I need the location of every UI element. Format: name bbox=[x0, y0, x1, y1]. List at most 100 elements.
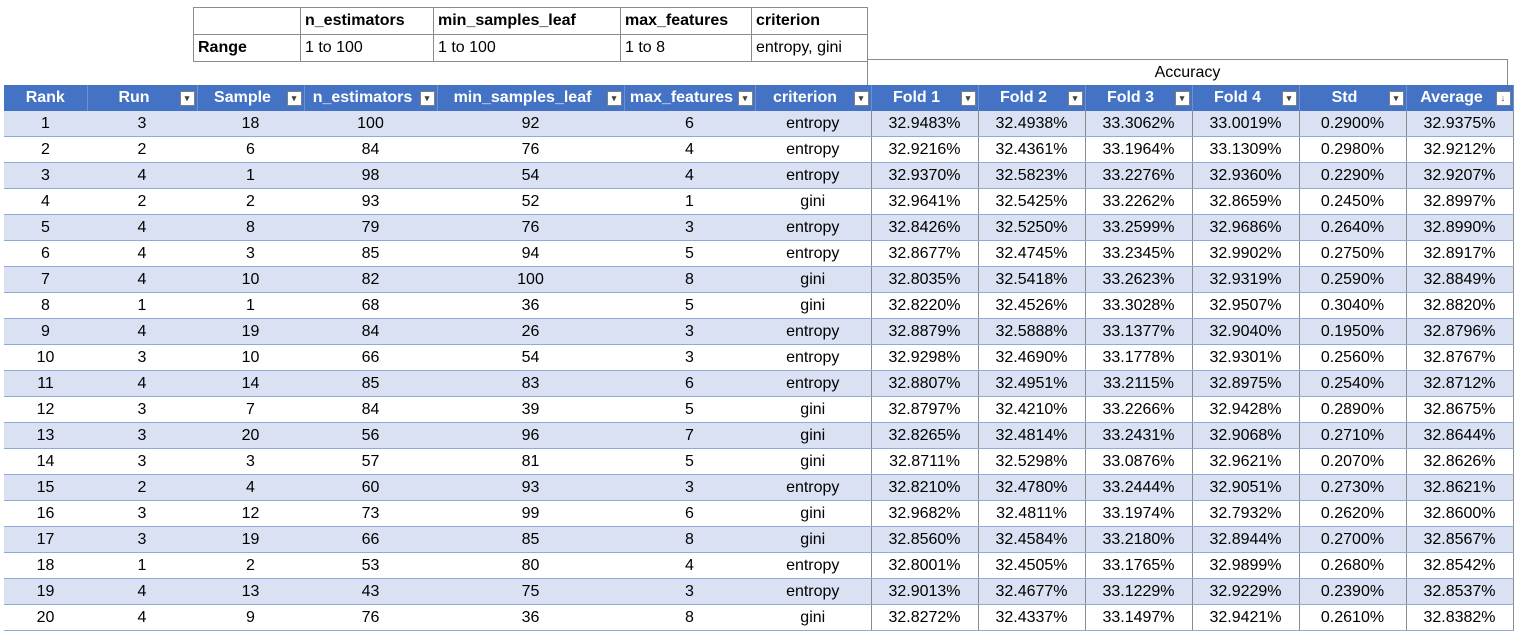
cell-average[interactable]: 32.8626% bbox=[1405, 448, 1514, 475]
column-header-n-estimators[interactable]: n_estimators ▾ bbox=[304, 85, 438, 111]
filter-dropdown-icon[interactable]: ▾ bbox=[960, 91, 976, 106]
cell-sample[interactable]: 10 bbox=[197, 344, 304, 371]
cell-fold-3[interactable]: 33.1974% bbox=[1084, 500, 1192, 527]
cell-sample[interactable]: 8 bbox=[197, 214, 304, 241]
cell-sample[interactable]: 14 bbox=[197, 370, 304, 397]
cell-fold-3[interactable]: 33.1964% bbox=[1084, 136, 1192, 163]
cell-n-estimators[interactable]: 76 bbox=[304, 604, 437, 631]
cell-min-samples-leaf[interactable]: 36 bbox=[437, 604, 624, 631]
cell-n-estimators[interactable]: 85 bbox=[304, 240, 437, 267]
cell-average[interactable]: 32.8712% bbox=[1405, 370, 1514, 397]
cell-fold-2[interactable]: 32.4210% bbox=[977, 396, 1085, 423]
cell-criterion[interactable]: gini bbox=[755, 292, 871, 319]
cell-average[interactable]: 32.8537% bbox=[1405, 578, 1514, 605]
cell-run[interactable]: 2 bbox=[87, 136, 197, 163]
cell-criterion[interactable]: gini bbox=[755, 604, 871, 631]
cell-n-estimators[interactable]: 98 bbox=[304, 162, 437, 189]
cell-std[interactable]: 0.2390% bbox=[1298, 578, 1406, 605]
cell-max-features[interactable]: 3 bbox=[624, 474, 755, 501]
cell-criterion[interactable]: entropy bbox=[755, 370, 871, 397]
cell-max-features[interactable]: 5 bbox=[624, 396, 755, 423]
cell-fold-2[interactable]: 32.5418% bbox=[977, 266, 1085, 293]
cell-average[interactable]: 32.8796% bbox=[1405, 318, 1514, 345]
cell-max-features[interactable]: 3 bbox=[624, 214, 755, 241]
cell-average[interactable]: 32.9207% bbox=[1405, 162, 1514, 189]
cell-rank[interactable]: 14 bbox=[4, 448, 87, 475]
cell-rank[interactable]: 3 bbox=[4, 162, 87, 189]
cell-min-samples-leaf[interactable]: 85 bbox=[437, 526, 624, 553]
cell-min-samples-leaf[interactable]: 52 bbox=[437, 188, 624, 215]
cell-max-features[interactable]: 4 bbox=[624, 136, 755, 163]
cell-fold-4[interactable]: 32.7932% bbox=[1191, 500, 1299, 527]
cell-fold-2[interactable]: 32.5888% bbox=[977, 318, 1085, 345]
cell-fold-1[interactable]: 32.8879% bbox=[870, 318, 978, 345]
cell-n-estimators[interactable]: 85 bbox=[304, 370, 437, 397]
cell-fold-4[interactable]: 32.8659% bbox=[1191, 188, 1299, 215]
cell-sample[interactable]: 2 bbox=[197, 552, 304, 579]
cell-std[interactable]: 0.2900% bbox=[1298, 111, 1406, 137]
cell-fold-4[interactable]: 32.9301% bbox=[1191, 344, 1299, 371]
cell-fold-2[interactable]: 32.4677% bbox=[977, 578, 1085, 605]
cell-rank[interactable]: 17 bbox=[4, 526, 87, 553]
cell-fold-3[interactable]: 33.2266% bbox=[1084, 396, 1192, 423]
cell-average[interactable]: 32.8675% bbox=[1405, 396, 1514, 423]
cell-fold-1[interactable]: 32.8210% bbox=[870, 474, 978, 501]
column-header-fold-1[interactable]: Fold 1 ▾ bbox=[871, 85, 979, 111]
cell-fold-4[interactable]: 32.8944% bbox=[1191, 526, 1299, 553]
cell-std[interactable]: 0.2730% bbox=[1298, 474, 1406, 501]
filter-dropdown-icon[interactable]: ▾ bbox=[286, 91, 302, 106]
cell-sample[interactable]: 1 bbox=[197, 162, 304, 189]
cell-criterion[interactable]: entropy bbox=[755, 578, 871, 605]
cell-fold-2[interactable]: 32.4337% bbox=[977, 604, 1085, 631]
cell-rank[interactable]: 13 bbox=[4, 422, 87, 449]
cell-std[interactable]: 0.2710% bbox=[1298, 422, 1406, 449]
cell-average[interactable]: 32.8600% bbox=[1405, 500, 1514, 527]
range-header-n-estimators[interactable]: n_estimators bbox=[300, 7, 434, 35]
cell-run[interactable]: 4 bbox=[87, 370, 197, 397]
cell-fold-1[interactable]: 32.8001% bbox=[870, 552, 978, 579]
cell-min-samples-leaf[interactable]: 54 bbox=[437, 344, 624, 371]
cell-fold-1[interactable]: 32.8265% bbox=[870, 422, 978, 449]
cell-rank[interactable]: 11 bbox=[4, 370, 87, 397]
cell-criterion[interactable]: entropy bbox=[755, 344, 871, 371]
range-value-criterion[interactable]: entropy, gini bbox=[751, 34, 868, 62]
cell-sample[interactable]: 12 bbox=[197, 500, 304, 527]
cell-criterion[interactable]: gini bbox=[755, 396, 871, 423]
cell-fold-4[interactable]: 32.9899% bbox=[1191, 552, 1299, 579]
cell-run[interactable]: 2 bbox=[87, 474, 197, 501]
cell-max-features[interactable]: 1 bbox=[624, 188, 755, 215]
cell-rank[interactable]: 4 bbox=[4, 188, 87, 215]
column-header-criterion[interactable]: criterion ▾ bbox=[755, 85, 872, 111]
cell-sample[interactable]: 13 bbox=[197, 578, 304, 605]
cell-std[interactable]: 0.2640% bbox=[1298, 214, 1406, 241]
cell-max-features[interactable]: 3 bbox=[624, 318, 755, 345]
cell-run[interactable]: 4 bbox=[87, 266, 197, 293]
cell-criterion[interactable]: entropy bbox=[755, 240, 871, 267]
cell-min-samples-leaf[interactable]: 26 bbox=[437, 318, 624, 345]
cell-sample[interactable]: 10 bbox=[197, 266, 304, 293]
cell-fold-3[interactable]: 33.3028% bbox=[1084, 292, 1192, 319]
cell-fold-1[interactable]: 32.8807% bbox=[870, 370, 978, 397]
cell-fold-3[interactable]: 33.1377% bbox=[1084, 318, 1192, 345]
cell-fold-1[interactable]: 32.8035% bbox=[870, 266, 978, 293]
cell-std[interactable]: 0.2680% bbox=[1298, 552, 1406, 579]
range-value-min-samples-leaf[interactable]: 1 to 100 bbox=[433, 34, 621, 62]
cell-fold-1[interactable]: 32.9483% bbox=[870, 111, 978, 137]
filter-dropdown-icon[interactable]: ▾ bbox=[1388, 91, 1404, 106]
cell-std[interactable]: 0.2070% bbox=[1298, 448, 1406, 475]
cell-fold-3[interactable]: 33.2115% bbox=[1084, 370, 1192, 397]
cell-fold-3[interactable]: 33.2262% bbox=[1084, 188, 1192, 215]
cell-criterion[interactable]: entropy bbox=[755, 111, 871, 137]
filter-dropdown-icon[interactable]: ▾ bbox=[1281, 91, 1297, 106]
cell-run[interactable]: 4 bbox=[87, 240, 197, 267]
cell-std[interactable]: 0.2980% bbox=[1298, 136, 1406, 163]
cell-average[interactable]: 32.9212% bbox=[1405, 136, 1514, 163]
cell-n-estimators[interactable]: 84 bbox=[304, 396, 437, 423]
range-value-max-features[interactable]: 1 to 8 bbox=[620, 34, 752, 62]
cell-fold-2[interactable]: 32.4361% bbox=[977, 136, 1085, 163]
cell-min-samples-leaf[interactable]: 92 bbox=[437, 111, 624, 137]
cell-run[interactable]: 3 bbox=[87, 526, 197, 553]
column-header-max-features[interactable]: max_features ▾ bbox=[624, 85, 756, 111]
cell-fold-2[interactable]: 32.5425% bbox=[977, 188, 1085, 215]
cell-average[interactable]: 32.8849% bbox=[1405, 266, 1514, 293]
